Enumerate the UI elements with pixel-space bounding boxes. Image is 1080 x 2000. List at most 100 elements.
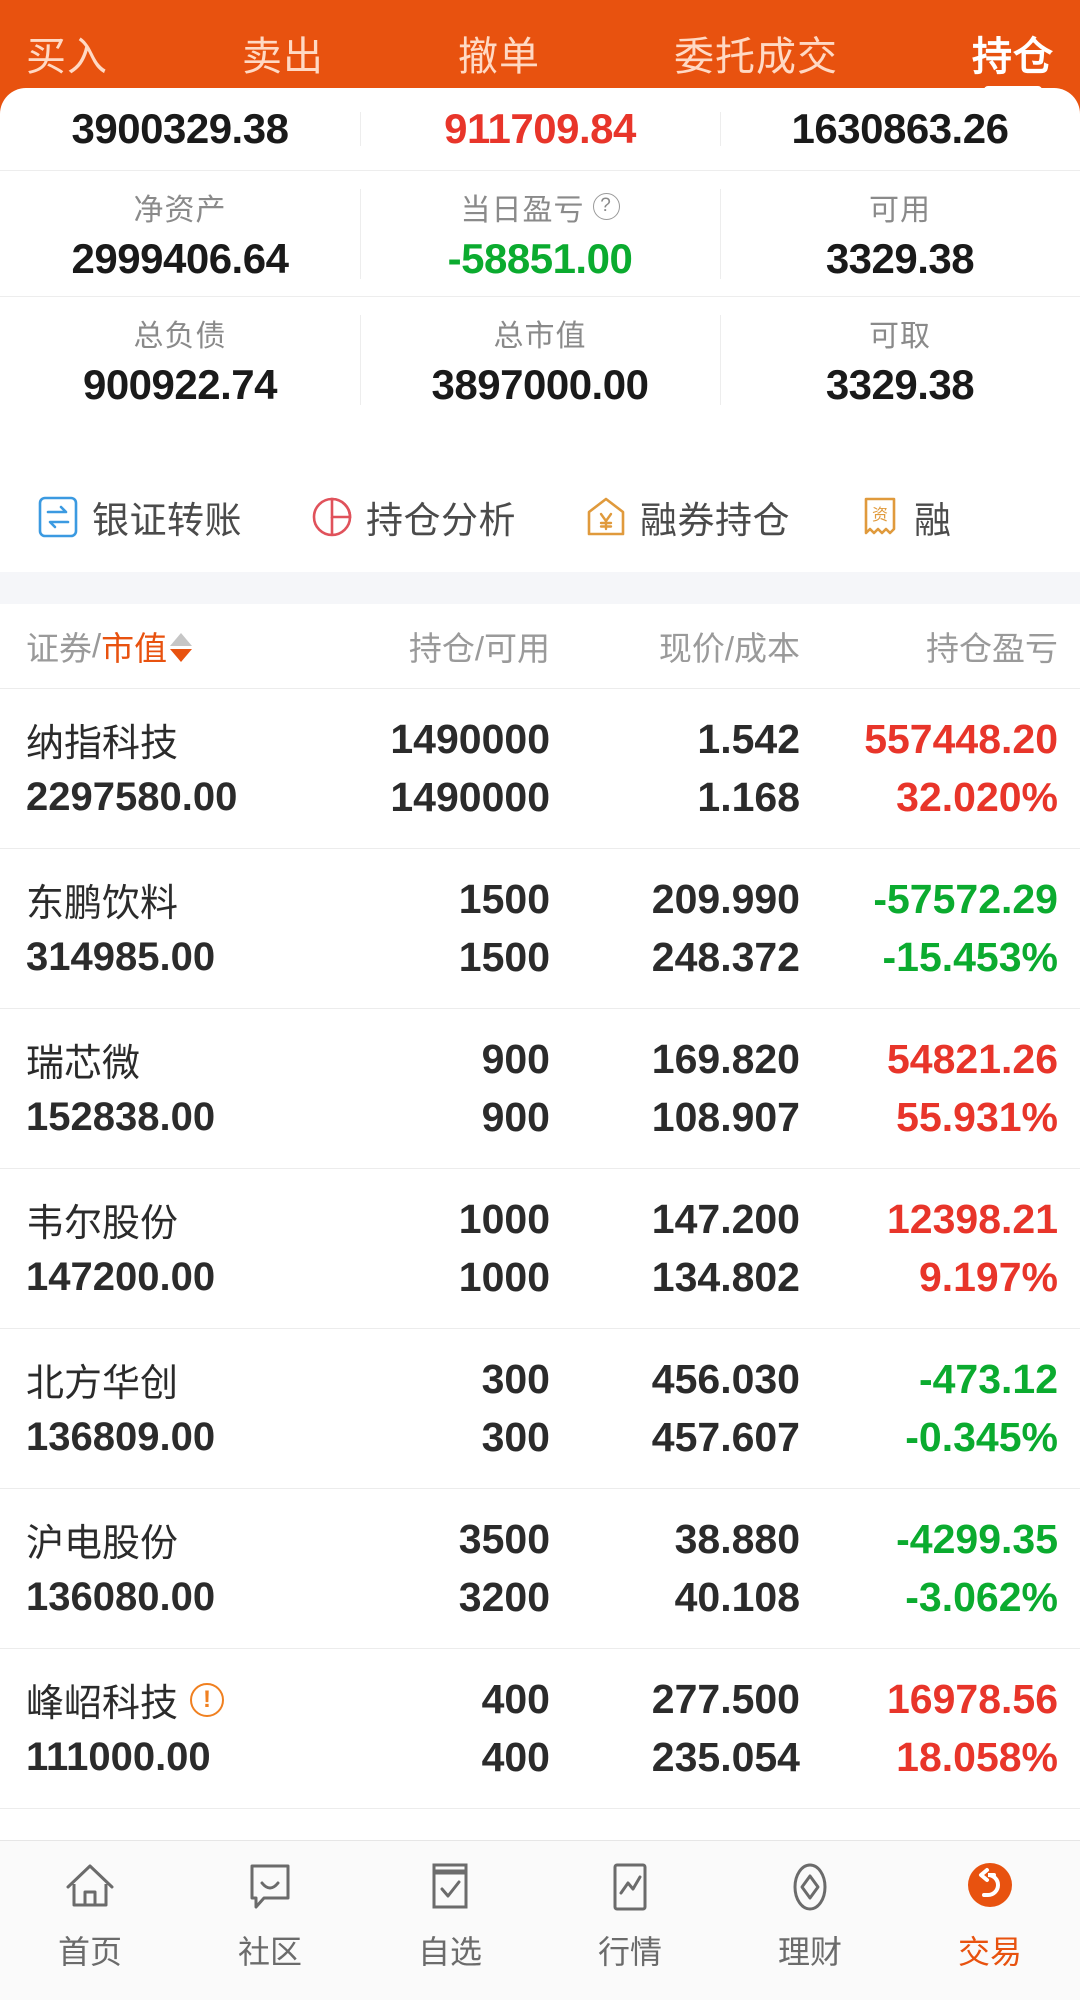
row-available-qty: 900 [481, 1094, 550, 1140]
tab-buy[interactable]: 买入 [26, 0, 108, 100]
row-holding-qty: 1000 [458, 1196, 550, 1242]
row-available-qty: 300 [481, 1414, 550, 1460]
summary-value: 911709.84 [444, 105, 636, 152]
row-pnl-amount: -4299.35 [896, 1516, 1058, 1562]
row-pnl-amount: -57572.29 [873, 876, 1058, 922]
security-name-text: 峰岹科技 [26, 1683, 179, 1725]
row-available-qty: 1500 [458, 934, 550, 980]
summary-value: 1630863.26 [791, 105, 1009, 152]
help-question-icon[interactable]: ? [592, 193, 620, 220]
svg-text:资: 资 [872, 505, 888, 524]
nav-item-wealth[interactable]: 理财 [720, 1857, 900, 1973]
bank-transfer-icon [38, 496, 78, 538]
row-line-primary: 韦尔股份 1000 147.200 12398.21 [0, 1191, 1080, 1249]
summary-cell-extra: 1630863.26 [720, 105, 1080, 153]
row-holding-qty: 300 [481, 1356, 550, 1402]
summary-value: 3329.38 [825, 360, 975, 408]
nav-label: 理财 [777, 1934, 842, 1970]
sort-toggle[interactable] [170, 632, 193, 662]
table-row[interactable]: 沪电股份 3500 38.880 -4299.35 136080.00 3200… [0, 1489, 1080, 1649]
summary-label: 可用 [869, 193, 931, 227]
table-header-divider [0, 688, 1080, 689]
row-line-secondary: 111000.00 400 235.054 18.058% [0, 1729, 1080, 1787]
row-line-secondary: 314985.00 1500 248.372 -15.453% [0, 929, 1080, 987]
row-pnl-percent: 9.197% [918, 1254, 1058, 1300]
row-holding-qty: 1500 [458, 876, 550, 922]
row-security-name: 瑞芯微 [0, 1032, 300, 1087]
row-holding-qty: 1490000 [390, 716, 550, 762]
row-holding-qty: 900 [481, 1036, 550, 1082]
row-current-price: 38.880 [674, 1516, 800, 1562]
warning-exclamation-icon[interactable]: ! [190, 1682, 225, 1717]
nav-item-home[interactable]: 首页 [0, 1857, 180, 1973]
row-cost-price: 235.054 [651, 1734, 800, 1780]
quick-action-margin-financing[interactable]: 资 融 [858, 490, 952, 544]
row-line-secondary: 2297580.00 1490000 1.168 32.020% [0, 769, 1080, 827]
tab-sell[interactable]: 卖出 [242, 0, 324, 100]
nav-item-watchlist[interactable]: 自选 [360, 1857, 540, 1973]
row-current-price: 456.030 [651, 1356, 800, 1402]
summary-label-wrap: 当日盈亏 ? [461, 185, 620, 229]
table-row[interactable]: 韦尔股份 1000 147.200 12398.21 147200.00 100… [0, 1169, 1080, 1329]
row-available-qty: 1000 [458, 1254, 550, 1300]
nav-item-market[interactable]: 行情 [540, 1857, 720, 1973]
summary-label-wrap: 可用 [869, 185, 931, 229]
row-pnl-percent: -15.453% [882, 934, 1058, 980]
divider [0, 296, 1080, 297]
row-pnl-amount: 54821.26 [886, 1036, 1058, 1082]
tab-positions[interactable]: 持仓 [972, 0, 1054, 100]
row-line-primary: 东鹏饮料 1500 209.990 -57572.29 [0, 871, 1080, 929]
row-cost-price: 248.372 [651, 934, 800, 980]
nav-item-community[interactable]: 社区 [180, 1857, 360, 1973]
tab-positions-label: 持仓 [972, 35, 1054, 79]
summary-label: 净资产 [133, 193, 227, 227]
chat-bubble-icon [250, 1864, 290, 1909]
summary-cell-daily-pnl: 当日盈亏 ? -58851.00 [360, 171, 720, 296]
divider [0, 170, 1080, 171]
row-market-value: 152838.00 [26, 1095, 216, 1139]
row-line-secondary: 136809.00 300 457.607 -0.345% [0, 1409, 1080, 1467]
row-line-secondary: 136080.00 3200 40.108 -3.062% [0, 1569, 1080, 1627]
row-market-value: 314985.00 [26, 935, 216, 979]
row-available-qty: 400 [481, 1734, 550, 1780]
table-row[interactable]: 北方华创 300 456.030 -473.12 136809.00 300 4… [0, 1329, 1080, 1489]
summary-cell-total-assets: 3900329.38 [0, 105, 360, 153]
summary-value: 3900329.38 [71, 105, 289, 152]
row-cost-price: 457.607 [651, 1414, 800, 1460]
tab-orders-trades-label: 委托成交 [674, 35, 838, 79]
security-name-text: 韦尔股份 [26, 1203, 179, 1245]
tab-orders-trades[interactable]: 委托成交 [674, 0, 838, 100]
table-row[interactable]: 峰岹科技 ! 400 277.500 16978.56 111000.00 40… [0, 1649, 1080, 1809]
row-pnl-amount: 12398.21 [886, 1196, 1058, 1242]
table-row[interactable]: 东鹏饮料 1500 209.990 -57572.29 314985.00 15… [0, 849, 1080, 1009]
positions-table-body[interactable]: 纳指科技 1490000 1.542 557448.20 2297580.00 … [0, 689, 1080, 1840]
quick-action-label: 融 [914, 500, 952, 541]
row-security-name: 峰岹科技 ! [0, 1672, 300, 1727]
security-name-text: 沪电股份 [26, 1523, 179, 1565]
sort-desc-arrow-icon[interactable] [170, 648, 193, 662]
quick-action-position-analysis[interactable]: 持仓分析 [310, 490, 516, 544]
summary-label: 当日盈亏 [460, 193, 585, 227]
header-marketvalue-label: 市值 [101, 630, 168, 667]
positions-table-header: 证券 / 市值 持仓/可用 现价/成本 持仓盈亏 [0, 604, 1080, 688]
quick-action-label: 银证转账 [92, 500, 242, 541]
sort-asc-arrow-icon[interactable] [170, 632, 193, 646]
header-security-marketvalue[interactable]: 证券 / 市值 [0, 622, 300, 670]
row-available-qty: 3200 [458, 1574, 550, 1620]
row-line-primary: 瑞芯微 900 169.820 54821.26 [0, 1031, 1080, 1089]
nav-item-trade[interactable]: 交易 [900, 1857, 1080, 1973]
row-cost-price: 1.168 [697, 774, 800, 820]
nav-label: 行情 [597, 1934, 662, 1970]
diamond-icon [793, 1863, 827, 1911]
summary-cell-withdrawable: 可取 3329.38 [720, 297, 1080, 422]
table-row[interactable]: 瑞芯微 900 169.820 54821.26 152838.00 900 1… [0, 1009, 1080, 1169]
nav-label: 自选 [417, 1934, 482, 1970]
quick-action-margin-short-position[interactable]: 融券持仓 [584, 490, 790, 544]
row-cost-price: 108.907 [651, 1094, 800, 1140]
quick-action-bank-transfer[interactable]: 银证转账 [36, 490, 242, 544]
table-row[interactable]: 纳指科技 1490000 1.542 557448.20 2297580.00 … [0, 689, 1080, 849]
tab-cancel-order[interactable]: 撤单 [458, 0, 540, 100]
quick-action-label: 融券持仓 [640, 500, 790, 541]
row-holding-qty: 400 [481, 1676, 550, 1722]
